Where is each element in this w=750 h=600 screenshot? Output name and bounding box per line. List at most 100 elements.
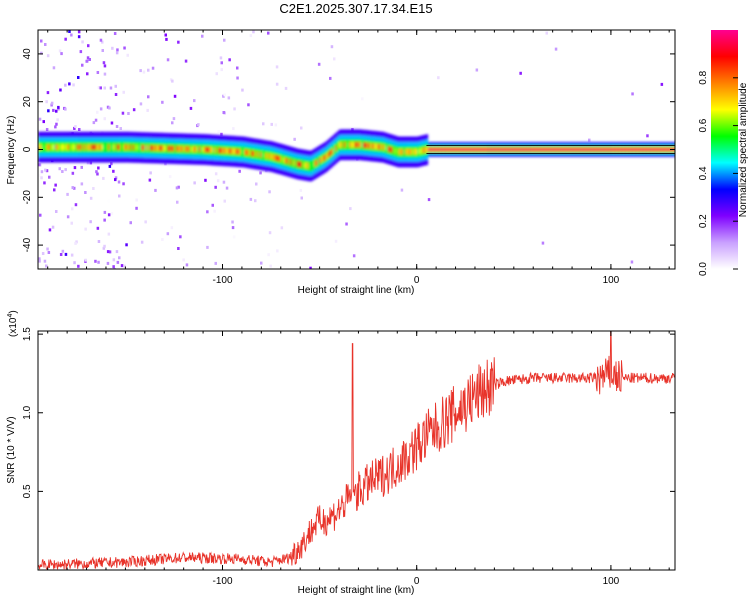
heat-speckle xyxy=(96,172,99,176)
heat-speckle xyxy=(50,101,54,105)
heat-ridge-cell xyxy=(384,145,387,151)
heat-ridge-cell xyxy=(532,148,535,151)
heat-ridge-cell xyxy=(398,149,401,155)
heat-ridge-cell xyxy=(426,146,429,153)
colorbar-label: Normalized spectral amplitude xyxy=(738,82,749,217)
heat-ridge-cell xyxy=(497,148,500,151)
heat-ridge-cell xyxy=(277,155,280,162)
x-tick-label: 0 xyxy=(414,576,420,587)
heat-ridge-cell xyxy=(319,157,322,164)
heat-speckle xyxy=(168,175,172,179)
heat-ridge-cell xyxy=(377,143,380,150)
heat-ridge-cell xyxy=(99,144,102,150)
heat-ridge-cell xyxy=(343,141,347,148)
heat-ridge-cell xyxy=(116,144,119,150)
heat-speckle xyxy=(171,121,174,125)
heat-ridge-cell xyxy=(642,148,645,151)
heat-speckle xyxy=(47,251,51,254)
heat-speckle xyxy=(164,33,167,37)
heat-speckle xyxy=(53,188,56,192)
heat-ridge-cell xyxy=(74,144,77,150)
heat-ridge-cell xyxy=(191,146,194,152)
heat-ridge-cell xyxy=(387,146,390,152)
x-tick-label: 100 xyxy=(603,576,620,587)
heat-ridge-cell xyxy=(530,148,534,151)
heat-ridge-cell xyxy=(190,146,193,152)
heat-speckle xyxy=(345,222,348,226)
heat-ridge-cell xyxy=(195,146,198,153)
heat-ridge-cell xyxy=(93,144,97,150)
heat-ridge-cell xyxy=(340,141,343,148)
heat-speckle xyxy=(41,252,45,255)
colorbar-tick-label: 0.8 xyxy=(698,70,709,84)
colorbar-tick-label: 0.4 xyxy=(698,166,709,180)
heat-speckle xyxy=(60,52,63,56)
heat-ridge-cell xyxy=(385,145,388,152)
heat-ridge-cell xyxy=(335,145,338,151)
heat-speckle xyxy=(330,45,334,49)
heat-speckle xyxy=(56,118,59,122)
heat-ridge-cell xyxy=(606,148,609,151)
heat-ridge-cell xyxy=(515,148,518,151)
heat-speckle xyxy=(40,176,43,180)
heat-speckle xyxy=(97,86,101,90)
heat-ridge-cell xyxy=(579,148,582,151)
heat-ridge-cell xyxy=(76,144,79,150)
heat-ridge-cell xyxy=(469,148,472,151)
heat-speckle xyxy=(77,264,80,268)
heat-ridge-cell xyxy=(361,142,364,148)
heat-ridge-cell xyxy=(368,142,371,149)
heat-ridge-cell xyxy=(186,146,189,152)
heat-speckle xyxy=(114,84,117,88)
heat-ridge-cell xyxy=(317,158,320,165)
heat-ridge-cell xyxy=(66,144,69,150)
heat-ridge-cell xyxy=(267,153,270,159)
heat-speckle xyxy=(554,47,558,51)
snr-scale-exponent: 4 xyxy=(7,314,14,318)
heat-speckle xyxy=(84,227,87,231)
heat-speckle xyxy=(58,49,62,53)
heat-ridge-cell xyxy=(623,148,626,151)
heat-speckle xyxy=(216,179,220,183)
heat-speckle xyxy=(193,181,196,185)
heat-speckle xyxy=(349,207,352,211)
heat-ridge-cell xyxy=(473,148,476,151)
heat-ridge-cell xyxy=(181,146,184,152)
heat-ridge-cell xyxy=(371,143,374,149)
heat-ridge-cell xyxy=(209,147,212,153)
heat-ridge-cell xyxy=(270,153,273,160)
heat-ridge-cell xyxy=(281,156,284,163)
heat-ridge-cell xyxy=(263,152,266,159)
heat-ridge-cell xyxy=(106,144,109,150)
spectrogram-x-axis-label: Height of straight line (km) xyxy=(298,285,415,296)
heat-speckle xyxy=(220,68,223,72)
y-tick-label: 40 xyxy=(22,48,33,60)
heat-ridge-cell xyxy=(242,149,245,155)
heat-ridge-cell xyxy=(375,143,378,150)
heat-ridge-cell xyxy=(550,148,553,151)
heat-ridge-cell xyxy=(649,148,652,151)
heat-ridge-cell xyxy=(513,148,516,151)
heat-speckle xyxy=(74,125,77,129)
heat-ridge-cell xyxy=(310,162,313,169)
heat-ridge-cell xyxy=(405,149,408,155)
heat-speckle xyxy=(102,61,106,65)
heat-ridge-cell xyxy=(455,148,458,151)
heat-speckle xyxy=(55,109,58,113)
heat-speckle xyxy=(193,99,196,103)
heat-speckle xyxy=(236,66,239,70)
heat-speckle xyxy=(110,121,114,125)
heat-ridge-cell xyxy=(394,148,397,154)
heat-ridge-cell xyxy=(482,148,485,151)
heat-speckle xyxy=(214,261,217,265)
heat-ridge-cell xyxy=(345,141,348,148)
heat-speckle xyxy=(38,259,41,263)
spectrogram-y-ticks: -40 -20 0 20 40 xyxy=(22,48,675,252)
heat-speckle xyxy=(262,122,265,126)
spectrogram-x-ticks: -100 0 100 xyxy=(47,30,670,286)
snr-frame xyxy=(37,330,676,571)
heat-speckle xyxy=(80,165,83,169)
heat-speckle xyxy=(54,183,57,187)
heat-ridge-cell xyxy=(593,148,596,151)
heat-speckle xyxy=(140,240,144,244)
